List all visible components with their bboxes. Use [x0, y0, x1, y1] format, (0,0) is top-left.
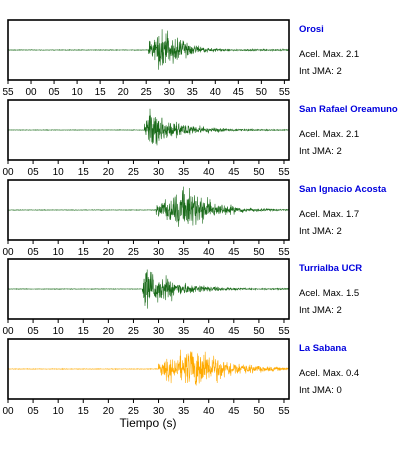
panel-frame: [7, 99, 290, 161]
x-tick-label: 00: [2, 247, 14, 258]
x-tick-label: 10: [53, 406, 65, 417]
x-tick-label: 30: [153, 406, 165, 417]
x-tick-label: 35: [178, 247, 190, 258]
x-tick-label: 40: [203, 167, 215, 178]
max-acceleration: Acel. Max. 2.1: [299, 129, 359, 140]
x-tick-label: 25: [128, 326, 140, 337]
x-tick-label: 55: [278, 167, 290, 178]
x-tick-label: 40: [203, 406, 215, 417]
x-tick-label: 45: [228, 326, 240, 337]
x-tick-label: 20: [103, 167, 115, 178]
x-tick-label: 55: [2, 87, 14, 98]
station-name: Turrialba UCR: [299, 263, 362, 274]
x-tick-label: 20: [103, 326, 115, 337]
panel-4: 00 05 10 15 20 25 30 35 40 45 50 55 Turrialba UCR Ace…: [2, 258, 362, 337]
panels-group: 55 00 05 10 15 20 25 30 35 40 45 50 55 Orosi Acel. Max…: [2, 19, 398, 417]
panel-frame: [7, 19, 290, 81]
max-acceleration: Acel. Max. 0.4: [299, 368, 359, 379]
panel-3: 00 05 10 15 20 25 30 35 40 45 50 55 San Ignacio Acos…: [2, 179, 387, 258]
x-tick-label: 35: [178, 406, 190, 417]
x-tick-label: 40: [203, 247, 215, 258]
x-tick-label: 50: [253, 326, 265, 337]
station-name: La Sabana: [299, 343, 347, 354]
x-tick-label: 25: [128, 247, 140, 258]
x-tick-label: 10: [53, 167, 65, 178]
x-tick-label: 50: [256, 87, 268, 98]
x-tick-label: 30: [153, 167, 165, 178]
x-tick-label: 25: [128, 406, 140, 417]
x-tick-label: 55: [278, 406, 290, 417]
x-tick-label: 00: [2, 326, 14, 337]
x-tick-label: 10: [72, 87, 84, 98]
panel-1: 55 00 05 10 15 20 25 30 35 40 45 50 55 Orosi Acel. Max…: [2, 19, 359, 98]
x-tick-label: 50: [253, 406, 265, 417]
x-axis-title: Tiempo (s): [120, 416, 177, 430]
x-tick-label: 50: [253, 167, 265, 178]
waveform-trace: [7, 186, 290, 227]
station-name: San Ignacio Acosta: [299, 184, 387, 195]
x-tick-label: 00: [2, 167, 14, 178]
x-tick-label: 30: [164, 87, 176, 98]
x-tick-label: 05: [49, 87, 61, 98]
max-acceleration: Acel. Max. 1.5: [299, 288, 359, 299]
x-tick-label: 10: [53, 247, 65, 258]
x-tick-label: 45: [228, 247, 240, 258]
x-tick-label: 30: [153, 326, 165, 337]
x-tick-label: 45: [228, 167, 240, 178]
panel-5: 00 05 10 15 20 25 30 35 40 45 50 55 La Sabana Acel. M…: [2, 338, 359, 417]
max-acceleration: Acel. Max. 1.7: [299, 209, 359, 220]
x-tick-label: 55: [279, 87, 291, 98]
x-tick-label: 15: [78, 406, 90, 417]
x-tick-label: 35: [178, 167, 190, 178]
jma-intensity: Int JMA: 2: [299, 146, 342, 157]
jma-intensity: Int JMA: 0: [299, 385, 342, 396]
x-tick-label: 55: [278, 247, 290, 258]
x-tick-label: 25: [128, 167, 140, 178]
jma-intensity: Int JMA: 2: [299, 66, 342, 77]
x-tick-label: 35: [178, 326, 190, 337]
x-tick-label: 20: [103, 406, 115, 417]
x-tick-label: 30: [153, 247, 165, 258]
x-tick-label: 05: [28, 406, 40, 417]
x-tick-label: 50: [253, 247, 265, 258]
x-tick-label: 45: [228, 406, 240, 417]
x-tick-label: 15: [78, 326, 90, 337]
x-tick-label: 15: [78, 167, 90, 178]
x-tick-label: 05: [28, 167, 40, 178]
x-tick-label: 15: [95, 87, 107, 98]
jma-intensity: Int JMA: 2: [299, 226, 342, 237]
x-tick-label: 35: [187, 87, 199, 98]
jma-intensity: Int JMA: 2: [299, 305, 342, 316]
x-tick-label: 45: [233, 87, 245, 98]
x-tick-label: 55: [278, 326, 290, 337]
panel-2: 00 05 10 15 20 25 30 35 40 45 50 55 San Rafael Oream…: [2, 99, 398, 178]
panel-frame: [7, 258, 290, 320]
waveform-trace: [7, 269, 290, 309]
x-tick-label: 00: [25, 87, 37, 98]
x-tick-label: 00: [2, 406, 14, 417]
station-name: Orosi: [299, 24, 324, 35]
x-tick-label: 40: [210, 87, 222, 98]
x-tick-label: 25: [141, 87, 153, 98]
x-tick-label: 20: [118, 87, 130, 98]
waveform-trace: [8, 29, 290, 70]
x-tick-label: 05: [28, 326, 40, 337]
station-name: San Rafael Oreamuno: [299, 104, 398, 115]
panel-frame: [7, 338, 290, 400]
max-acceleration: Acel. Max. 2.1: [299, 49, 359, 60]
x-tick-label: 15: [78, 247, 90, 258]
x-tick-label: 40: [203, 326, 215, 337]
waveform-trace: [7, 108, 290, 146]
waveform-trace: [8, 349, 290, 386]
x-tick-label: 05: [28, 247, 40, 258]
panel-frame: [7, 179, 290, 241]
x-tick-label: 20: [103, 247, 115, 258]
x-tick-label: 10: [53, 326, 65, 337]
